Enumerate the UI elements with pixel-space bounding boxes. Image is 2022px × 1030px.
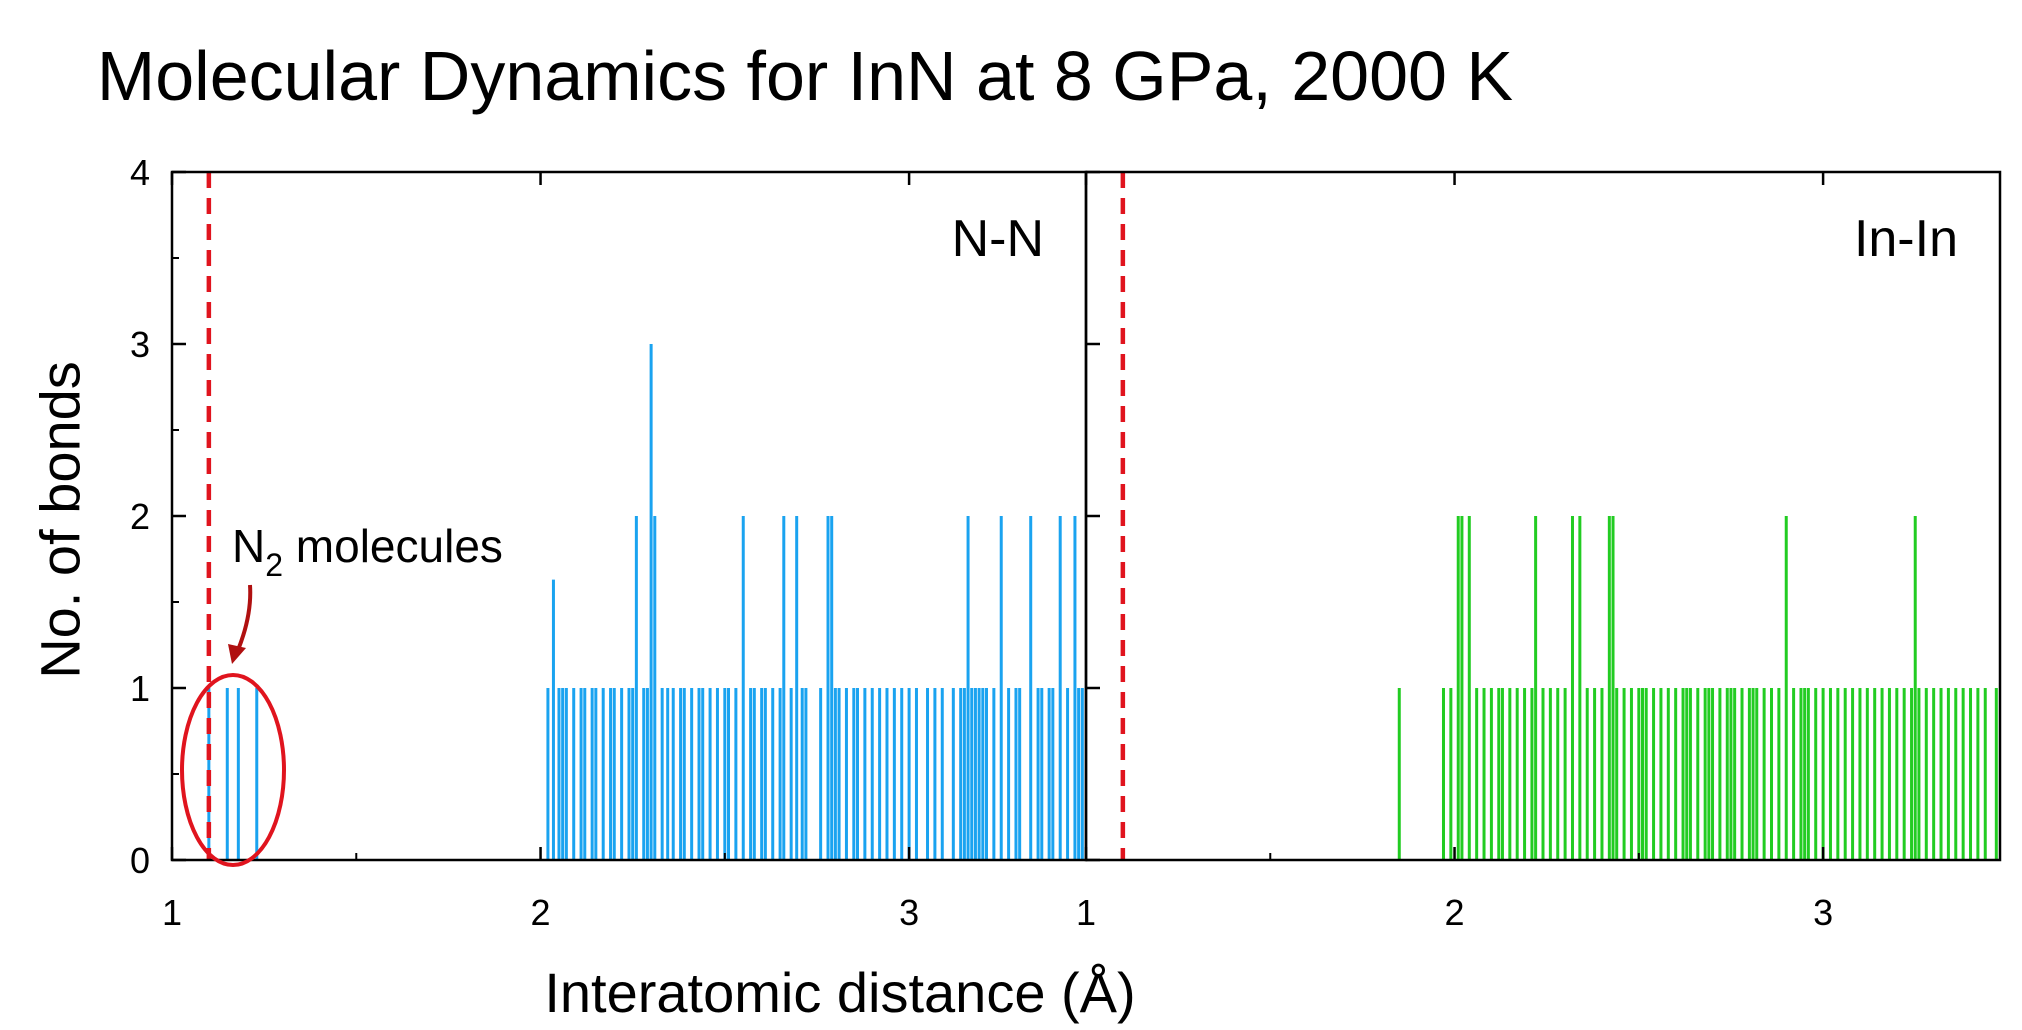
x-tick-label: 2 — [531, 892, 551, 933]
y-tick-label: 3 — [130, 324, 150, 365]
panel-n-n: 1 2 3 N-N — [162, 170, 1088, 933]
x-tick-label: 1 — [162, 892, 182, 933]
panel-label: In-In — [1854, 210, 1958, 268]
annotation-text: N2 molecules — [232, 520, 503, 583]
panel-in-in: 1 2 3 In-In — [1076, 170, 2002, 933]
annotation-arrowhead — [228, 644, 246, 664]
chart-title: Molecular Dynamics for InN at 8 GPa, 200… — [96, 37, 1514, 115]
y-tick-label: 4 — [130, 152, 150, 193]
annotation-arrow — [236, 584, 253, 651]
x-axis-label: Interatomic distance (Å) — [544, 961, 1136, 1024]
highlight-ellipse — [180, 673, 286, 867]
x-tick-label: 3 — [1813, 892, 1833, 933]
y-tick-label: 1 — [130, 668, 150, 709]
panel-label: N-N — [952, 210, 1044, 268]
y-tick-label: 2 — [130, 496, 150, 537]
x-tick-label: 1 — [1076, 892, 1096, 933]
x-tick-label: 2 — [1445, 892, 1465, 933]
y-tick-label: 0 — [130, 840, 150, 881]
y-axis-label: No. of bonds — [28, 361, 92, 679]
x-tick-label: 3 — [899, 892, 919, 933]
